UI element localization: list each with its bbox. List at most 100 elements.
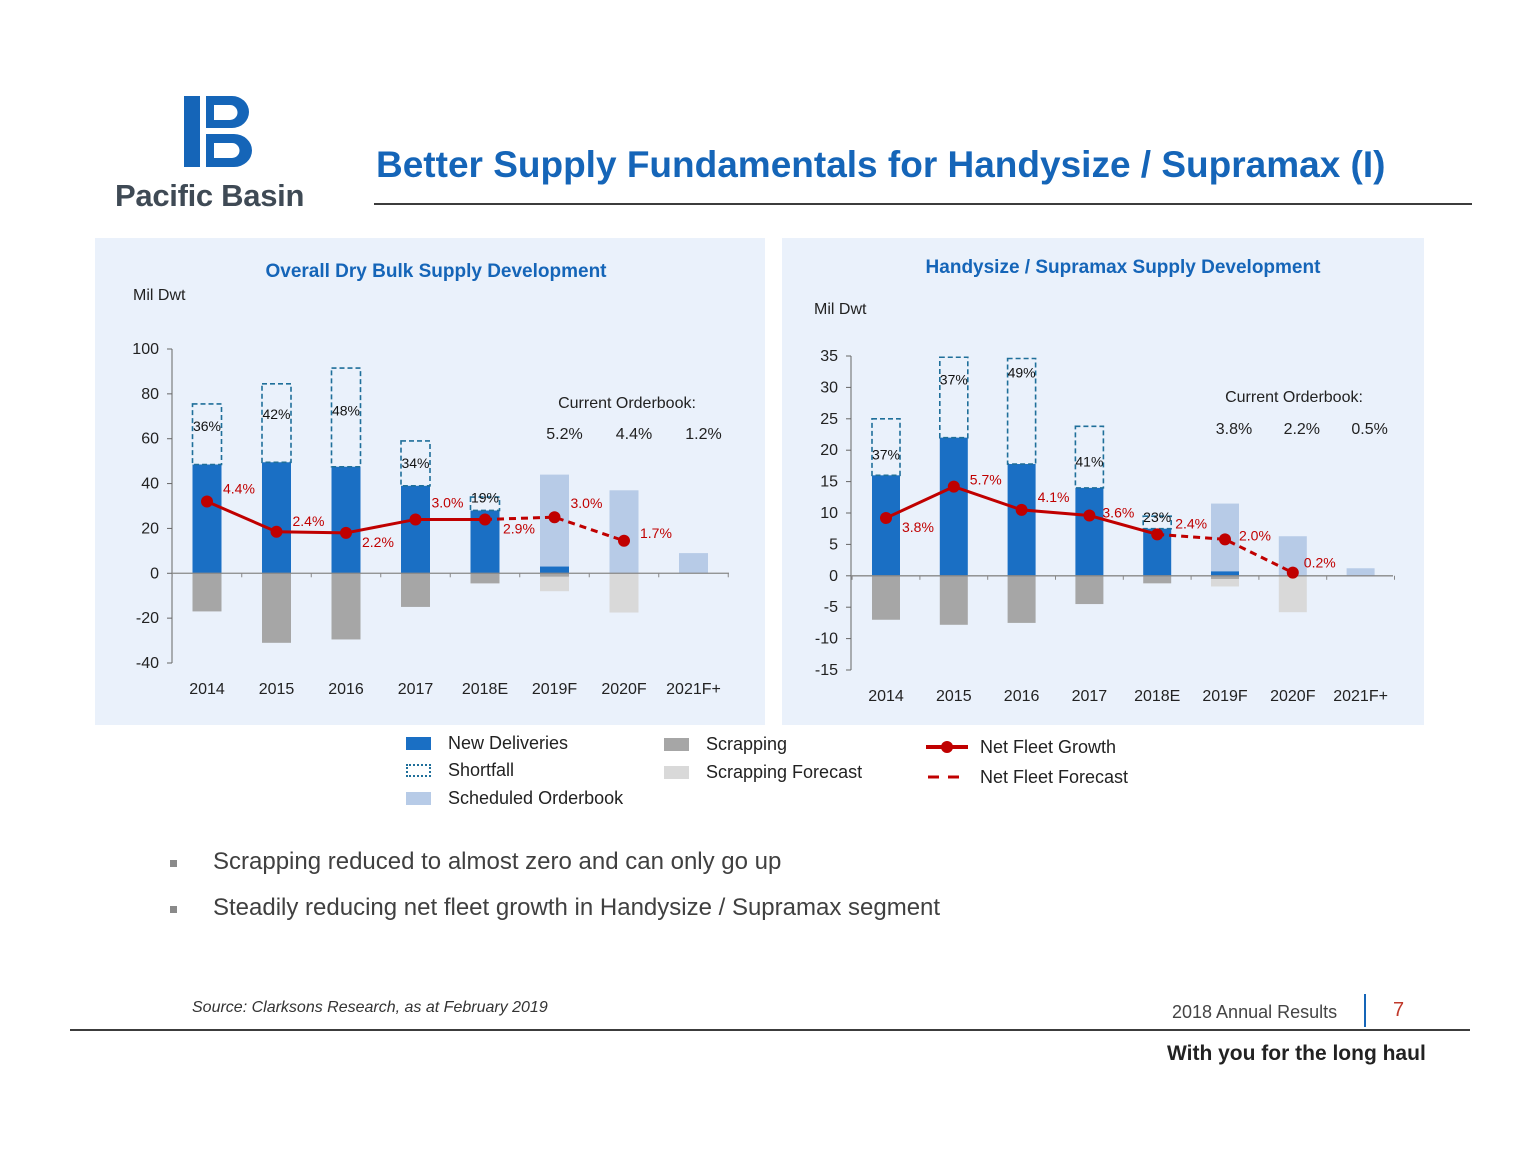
y-tick-label: 20 — [820, 442, 838, 459]
bar-scrapping — [1143, 575, 1172, 584]
y-tick-label: 10 — [820, 505, 838, 522]
net-fleet-point — [947, 480, 960, 493]
x-tick-label: 2014 — [189, 681, 225, 698]
shortfall-percent-label: 19% — [471, 489, 499, 505]
bar-new-deliveries — [1075, 487, 1104, 576]
bullet-marker — [170, 906, 177, 913]
shortfall-percent-label: 23% — [1143, 509, 1171, 525]
y-tick-label: -10 — [815, 631, 838, 648]
orderbook-percent: 5.2% — [546, 426, 582, 443]
bar-scrapping — [331, 573, 361, 640]
chart-title: Handysize / Supramax Supply Development — [926, 257, 1322, 278]
bar-scrapping — [872, 575, 900, 620]
y-tick-label: 40 — [141, 476, 159, 493]
y-axis-unit-label: Mil Dwt — [133, 287, 186, 304]
bar-shortfall — [469, 496, 501, 512]
net-fleet-point — [1015, 503, 1028, 516]
bar-scheduled-orderbook — [679, 553, 708, 574]
bar-shortfall — [1142, 515, 1173, 530]
net-fleet-growth-label: 3.8% — [902, 519, 934, 535]
y-tick-label: -5 — [824, 599, 838, 616]
bar-shortfall — [939, 356, 969, 439]
bar-shortfall — [261, 382, 292, 464]
bar-scrapping — [1007, 575, 1036, 623]
brand-name: Pacific Basin — [115, 178, 305, 213]
shortfall-percent-label: 49% — [1008, 365, 1036, 381]
y-tick-label: 0 — [150, 565, 159, 582]
overall-dry-bulk-chart: Overall Dry Bulk Supply Development Mil D… — [132, 261, 729, 698]
orderbook-percent: 4.4% — [616, 426, 652, 443]
pacific-basin-logo: Pacific Basin — [110, 92, 330, 222]
net-fleet-point — [548, 511, 561, 524]
net-fleet-growth-label: 5.7% — [970, 472, 1002, 488]
net-fleet-point — [880, 512, 892, 525]
x-tick-label: 2020F — [601, 681, 647, 698]
bullet-text: Scrapping reduced to almost zero and can… — [213, 848, 782, 875]
legend-swatch-net-fleet-growth — [926, 741, 968, 753]
legend-label: Net Fleet Growth — [980, 736, 1117, 757]
bar-new-deliveries — [1211, 571, 1239, 576]
orderbook-percent: 3.8% — [1216, 421, 1252, 438]
bar-shortfall — [400, 440, 431, 487]
net-fleet-growth-label: 3.0% — [432, 494, 464, 510]
bar-scheduled-orderbook — [1346, 568, 1375, 576]
y-tick-label: 15 — [820, 474, 838, 491]
bar-scrapping — [401, 573, 430, 607]
bar-scrapping — [262, 573, 291, 643]
x-tick-label: 2015 — [259, 681, 295, 698]
legend-swatch-new-deliveries — [406, 736, 431, 750]
x-tick-label: 2016 — [1004, 688, 1040, 705]
bar-new-deliveries — [1007, 464, 1036, 576]
legend-scrapping: Scrapping — [664, 733, 787, 755]
net-fleet-point — [340, 526, 352, 539]
shortfall-percent-label: 36% — [193, 418, 221, 434]
orderbook-percent: 1.2% — [685, 426, 721, 443]
net-fleet-point — [618, 534, 630, 547]
page-title: Better Supply Fundamentals for Handysize… — [376, 144, 1386, 185]
orderbook-percent: 0.5% — [1351, 421, 1387, 438]
x-tick-label: 2018E — [1134, 688, 1180, 705]
x-tick-label: 2020F — [1270, 688, 1316, 705]
bullet-text: Steadily reducing net fleet growth in Ha… — [213, 894, 941, 921]
legend-scheduled-orderbook: Scheduled Orderbook — [406, 787, 623, 809]
bar-scheduled-orderbook — [540, 474, 569, 574]
bar-scrapping-forecast — [540, 573, 569, 592]
orderbook-heading: Current Orderbook: — [1225, 389, 1363, 406]
legend-scrapping-forecast: Scrapping Forecast — [664, 761, 862, 783]
footer-divider — [70, 1029, 1470, 1031]
y-tick-label: 20 — [141, 520, 159, 537]
shortfall-percent-label: 41% — [1075, 453, 1103, 469]
bar-new-deliveries — [262, 462, 291, 574]
legend-label: Scrapping Forecast — [706, 761, 863, 782]
y-tick-label: 60 — [141, 431, 159, 448]
overall-dry-bulk-chart-panel: Overall Dry Bulk Supply Development Mil D… — [95, 238, 765, 725]
pb-logo-icon — [184, 96, 252, 167]
handysize-supramax-chart: Handysize / Supramax Supply Development M… — [814, 257, 1395, 705]
legend-swatch-scheduled-orderbook — [406, 791, 431, 805]
legend-label: Net Fleet Forecast — [980, 766, 1129, 787]
net-fleet-point — [1219, 533, 1231, 546]
bar-scrapping — [939, 575, 968, 625]
bar-shortfall — [1074, 425, 1105, 489]
x-tick-label: 2021F+ — [666, 681, 721, 698]
bar-scrapping-forecast — [1211, 575, 1239, 587]
y-tick-label: 0 — [829, 568, 838, 585]
legend-label: Scrapping — [706, 733, 788, 754]
net-fleet-point — [270, 525, 283, 538]
net-fleet-point — [479, 513, 491, 526]
x-tick-label: 2021F+ — [1333, 688, 1388, 705]
legend-swatch-scrapping-forecast — [664, 765, 689, 779]
x-tick-label: 2017 — [1072, 688, 1108, 705]
shortfall-percent-label: 37% — [940, 372, 968, 388]
bar-shortfall — [871, 418, 901, 477]
handysize-supramax-chart-panel: Handysize / Supramax Supply Development M… — [782, 238, 1424, 725]
x-tick-label: 2014 — [868, 688, 904, 705]
bar-scrapping-forecast — [1278, 575, 1307, 613]
legend-label: Scheduled Orderbook — [448, 787, 624, 808]
shortfall-percent-label: 37% — [872, 446, 900, 462]
net-fleet-growth-label: 4.1% — [1038, 489, 1070, 505]
y-axis-unit-label: Mil Dwt — [814, 301, 867, 318]
y-tick-label: 30 — [820, 379, 838, 396]
x-tick-label: 2016 — [328, 681, 364, 698]
bar-scrapping — [1211, 575, 1239, 579]
